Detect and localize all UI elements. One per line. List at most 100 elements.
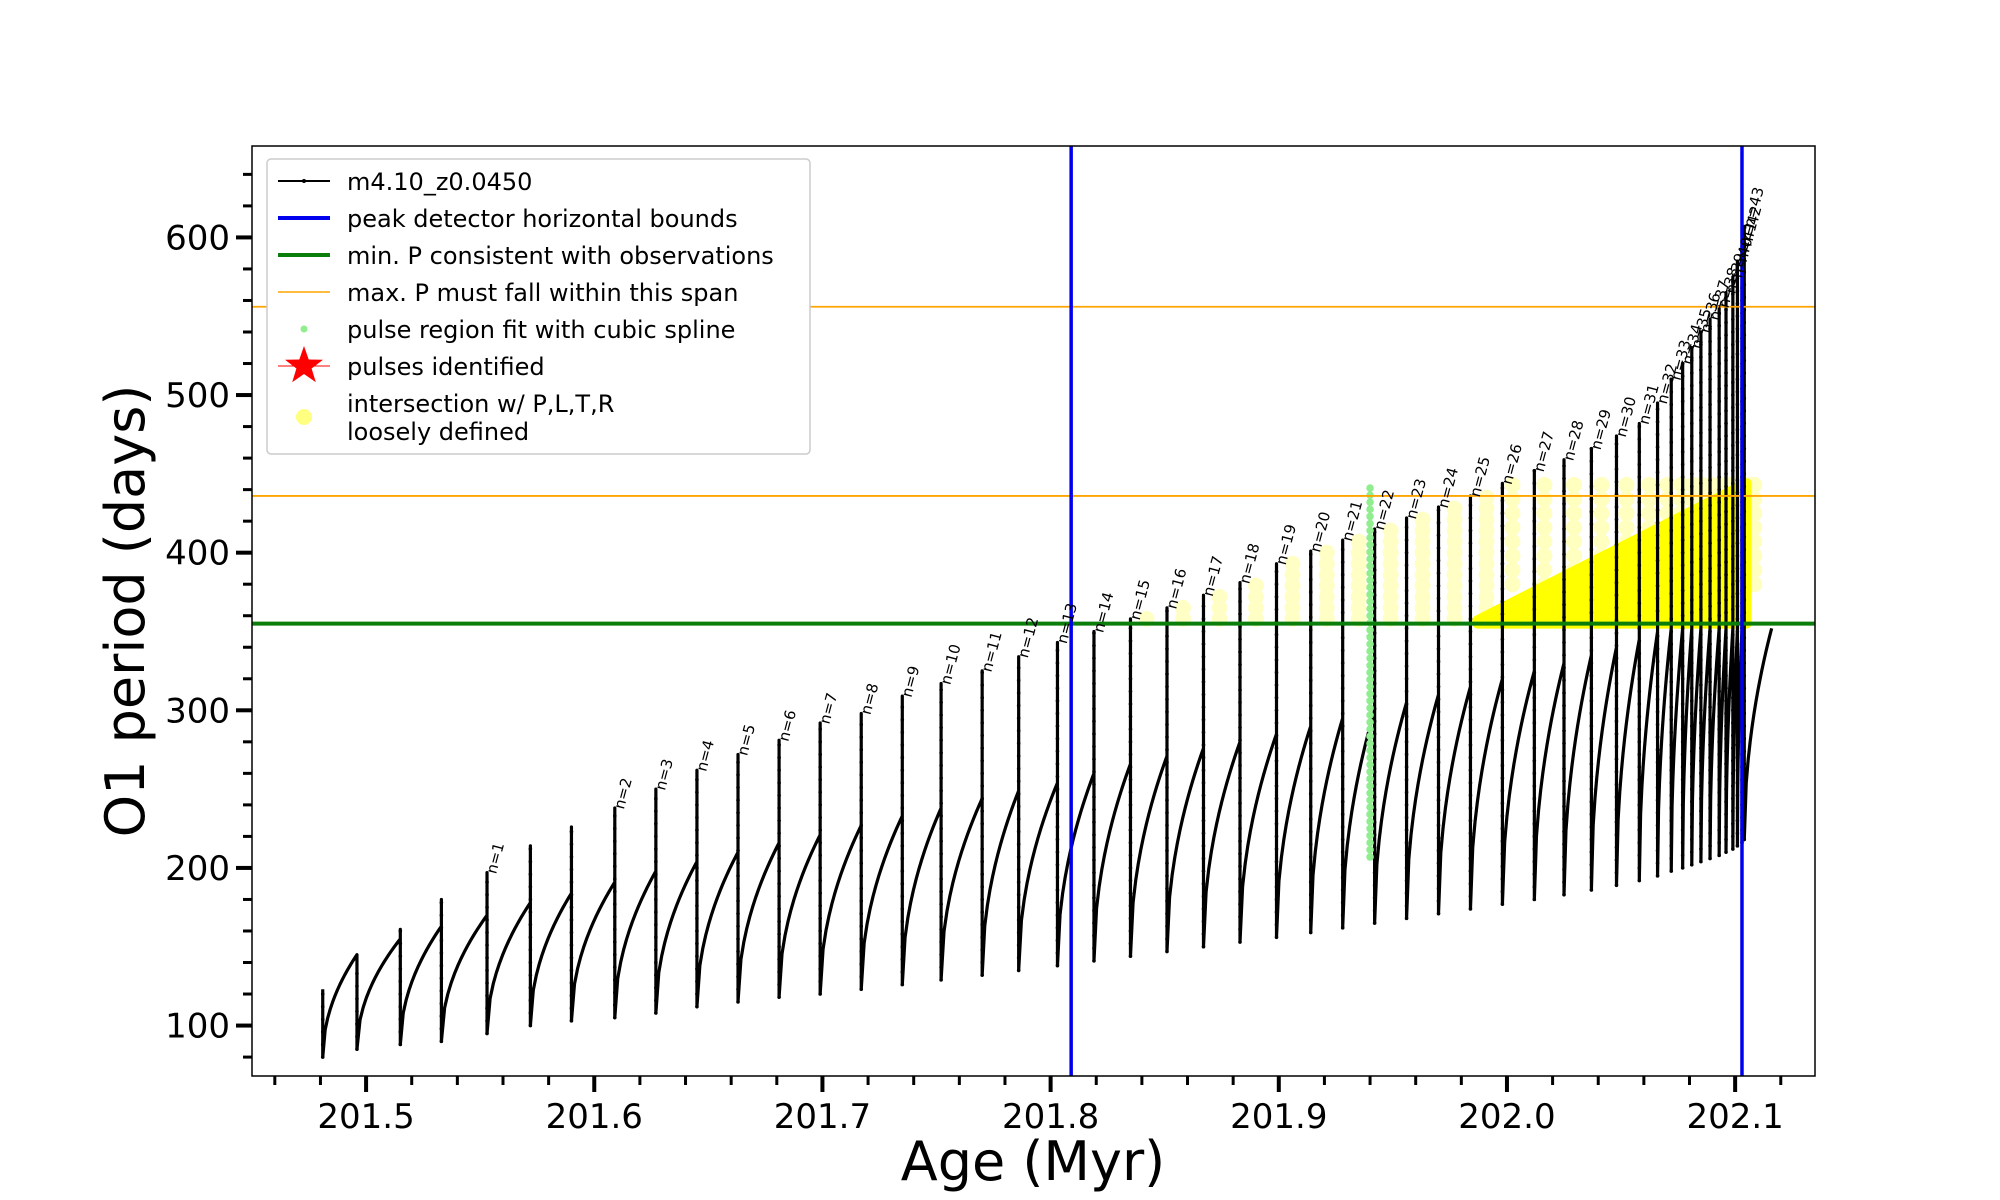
x-tick-label: 201.8 <box>1002 1097 1099 1137</box>
spline-point <box>1366 689 1374 698</box>
x-tick-label: 201.5 <box>317 1097 414 1137</box>
intersection-marker <box>1641 476 1658 493</box>
pulse-label: n=9 <box>898 664 924 699</box>
pulse-label: n=7 <box>816 691 842 726</box>
x-axis: 201.5 201.6 201.7 201.8 201.9 202.0 202.1 <box>273 1076 1784 1137</box>
spline-point <box>1366 633 1374 641</box>
pulse-label: n=5 <box>733 722 759 757</box>
intersection-marker <box>1504 491 1521 508</box>
spline-point <box>1366 824 1374 833</box>
intersection-marker <box>1446 522 1463 539</box>
intersection-marker <box>1382 555 1399 572</box>
intersection-marker <box>1318 544 1335 561</box>
legend-label: intersection w/ P,L,T,R <box>347 390 614 418</box>
intersection-marker <box>1478 544 1495 561</box>
legend-label: pulse region fit with cubic spline <box>347 316 735 344</box>
spline-point <box>1366 548 1374 556</box>
spline-point <box>1366 746 1374 755</box>
pulse-label: n=1 <box>482 840 508 875</box>
spline-point <box>1366 569 1374 577</box>
plot-content: n=1n=2n=3n=4 n=5 n=6 n=7 n=8 n=9 n=10 n=11 n=12 n… <box>252 146 1815 1076</box>
intersection-marker <box>1318 588 1335 605</box>
legend-label: min. P consistent with observations <box>347 242 774 270</box>
legend-entry: min. P consistent with observations <box>278 242 774 270</box>
spline-point <box>1366 654 1374 663</box>
intersection-marker <box>1284 555 1301 572</box>
intersection-marker <box>1566 476 1583 493</box>
spline-point <box>1366 803 1374 812</box>
x-tick-label: 201.9 <box>1230 1097 1327 1137</box>
y-tick-label: 100 <box>165 1007 230 1047</box>
legend-handle-dot <box>300 325 308 333</box>
spline-point <box>1366 782 1374 790</box>
legend-label: pulses identified <box>347 353 545 381</box>
legend-box <box>266 158 811 455</box>
intersection-marker <box>1446 566 1463 583</box>
intersection-marker <box>1382 566 1399 583</box>
spline-point <box>1366 767 1374 776</box>
spline-point <box>1366 583 1374 592</box>
spline-point <box>1366 853 1374 861</box>
legend-handle-star <box>285 346 323 383</box>
intersection-marker <box>1536 476 1553 493</box>
intersection-marker <box>1414 511 1431 528</box>
intersection-marker <box>1478 577 1495 594</box>
intersection-marker <box>1618 491 1635 508</box>
pulse-label: n=2 <box>610 776 636 811</box>
intersection-marker <box>1593 491 1610 508</box>
spline-point <box>1366 739 1374 748</box>
intersection-marker <box>1659 491 1676 508</box>
intersection-marker <box>1446 511 1463 528</box>
intersection-marker <box>1414 522 1431 539</box>
x-tick-label: 202.1 <box>1686 1097 1783 1137</box>
legend-handle-dot <box>296 409 312 425</box>
spline-point <box>1366 831 1374 840</box>
intersection-marker <box>1566 505 1583 522</box>
y-axis: 100 200 300 400 500 600 <box>165 172 252 1059</box>
intersection-marker <box>1414 588 1431 605</box>
legend-entry: pulses identified <box>278 346 545 383</box>
intersection-marker <box>1446 533 1463 550</box>
intersection-marker <box>1478 566 1495 583</box>
y-tick-label: 600 <box>165 218 230 258</box>
period-curve <box>321 224 1774 1059</box>
intersection-marker <box>1641 491 1658 508</box>
spline-point <box>1366 484 1374 492</box>
intersection-marker <box>1478 489 1495 506</box>
spline-point <box>1366 611 1374 620</box>
plot-frame <box>251 145 1816 1077</box>
intersection-marker <box>1504 519 1521 536</box>
pulse-label: n=28 <box>1559 418 1587 462</box>
spline-point <box>1366 838 1374 847</box>
spline-point <box>1366 704 1374 712</box>
intersection-marker <box>1350 588 1367 605</box>
intersection-marker <box>1566 519 1583 536</box>
spline-point <box>1366 760 1374 769</box>
intersection-marker <box>1382 522 1399 539</box>
intersection-marker <box>1566 491 1583 508</box>
intersection-marker <box>1382 533 1399 550</box>
intersection-marker <box>1318 599 1335 616</box>
intersection-marker <box>1536 505 1553 522</box>
intersection-marker <box>1641 505 1658 522</box>
y-tick-label: 400 <box>165 534 230 574</box>
spline-point <box>1366 576 1374 585</box>
spline-point <box>1366 647 1374 655</box>
intersection-marker <box>1247 577 1264 594</box>
spline-point <box>1366 668 1374 677</box>
intersection-marker <box>1536 562 1553 579</box>
spline-point <box>1366 590 1374 599</box>
intersection-marker <box>1478 511 1495 528</box>
spline-point <box>1366 810 1374 819</box>
legend-entry: m4.10_z0.0450 <box>278 168 532 196</box>
pulse-label: n=6 <box>775 708 801 743</box>
spline-point <box>1366 505 1374 514</box>
spline-point <box>1366 533 1374 542</box>
intersection-marker <box>1478 588 1495 605</box>
legend-entry: max. P must fall within this span <box>278 279 738 307</box>
intersection-marker <box>1284 566 1301 583</box>
legend-entry: peak detector horizontal bounds <box>278 205 738 233</box>
